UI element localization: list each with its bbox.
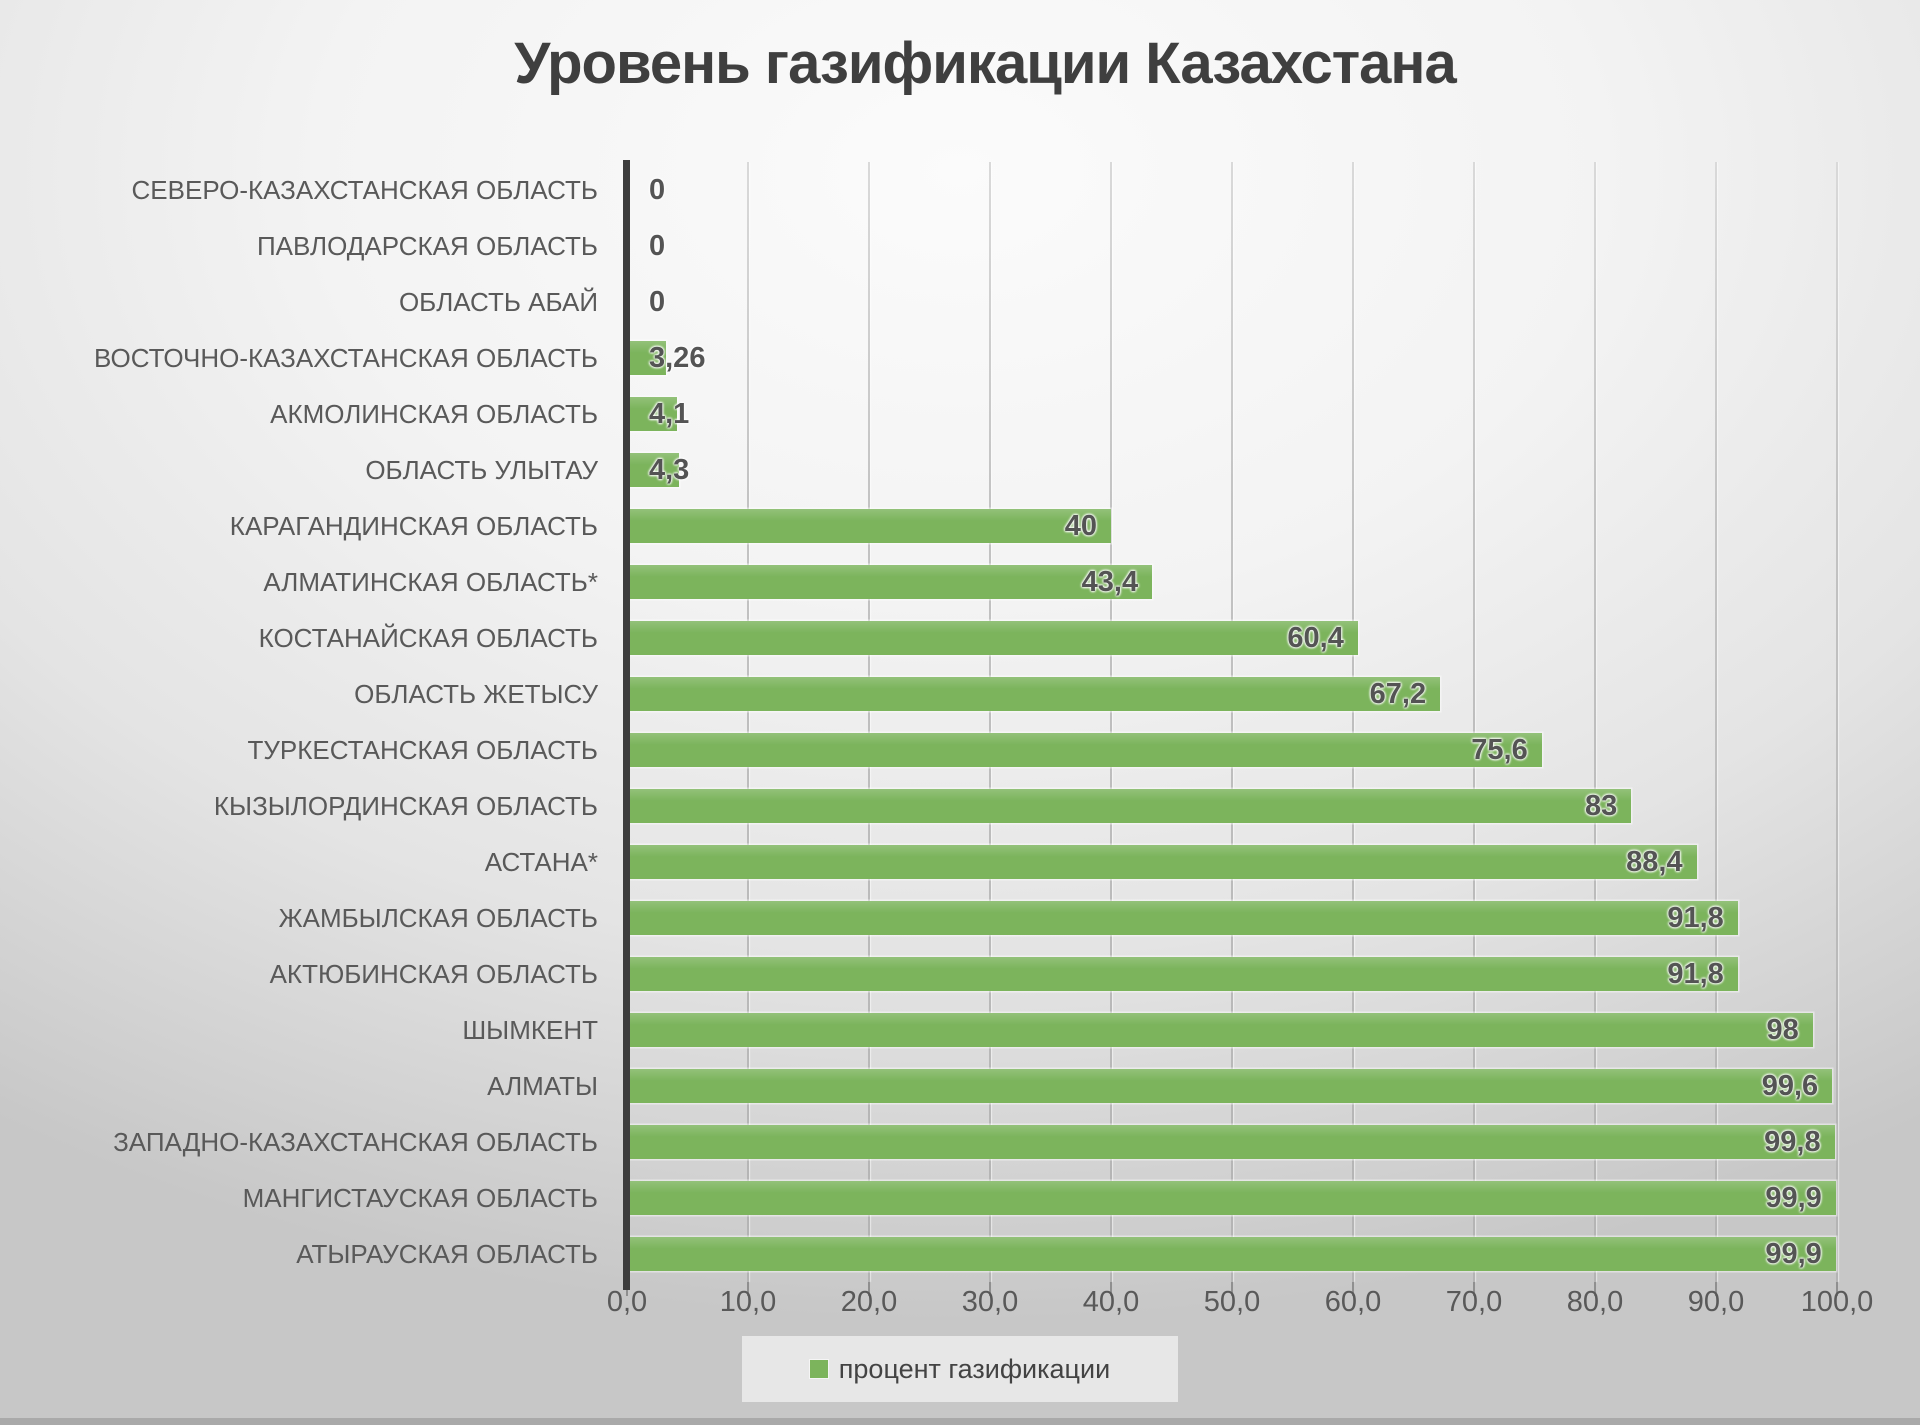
bar bbox=[627, 677, 1441, 711]
category-label: ЖАМБЫЛСКАЯ ОБЛАСТЬ bbox=[278, 903, 598, 933]
bar-value-label: 0 bbox=[649, 286, 666, 318]
gridline bbox=[868, 162, 870, 1282]
gridline bbox=[1110, 162, 1112, 1282]
bar-value-label: 43,4 bbox=[1081, 566, 1139, 598]
category-label: АЛМАТЫ bbox=[487, 1071, 598, 1101]
axis-tick-mark bbox=[868, 1282, 870, 1296]
category-label: АСТАНА* bbox=[484, 847, 598, 877]
bar bbox=[627, 1069, 1833, 1103]
axis-tick-mark bbox=[1110, 1282, 1112, 1296]
category-axis-line bbox=[623, 160, 630, 1290]
bar bbox=[627, 397, 677, 431]
bar bbox=[627, 789, 1632, 823]
category-label: ПАВЛОДАРСКАЯ ОБЛАСТЬ bbox=[256, 231, 598, 261]
bar-value-label: 91,8 bbox=[1667, 902, 1724, 934]
category-label: КАРАГАНДИНСКАЯ ОБЛАСТЬ bbox=[229, 511, 598, 541]
slide-bottom-border bbox=[0, 1418, 1920, 1425]
x-axis-tick-label: 50,0 bbox=[1203, 1286, 1261, 1318]
gridline bbox=[989, 162, 991, 1282]
bar bbox=[627, 1237, 1836, 1271]
bar-value-label: 99,9 bbox=[1765, 1182, 1822, 1214]
category-axis: СЕВЕРО-КАЗАХСТАНСКАЯ ОБЛАСТЬ ПАВЛОДАРСКАЯ… bbox=[0, 162, 598, 1282]
gridline bbox=[1594, 162, 1596, 1282]
x-axis-tick-label: 80,0 bbox=[1566, 1286, 1624, 1318]
bar bbox=[627, 453, 680, 487]
category-label: ОБЛАСТЬ АБАЙ bbox=[398, 287, 598, 317]
category-label: АЛМАТИНСКАЯ ОБЛАСТЬ* bbox=[263, 567, 598, 597]
axis-tick-mark bbox=[1594, 1282, 1596, 1296]
axis-tick-mark bbox=[1836, 1282, 1838, 1296]
bar-value-label: 75,6 bbox=[1471, 734, 1528, 766]
x-axis-tick-label: 60,0 bbox=[1324, 1286, 1382, 1318]
bar-value-label: 99,8 bbox=[1764, 1126, 1821, 1158]
gridline bbox=[1231, 162, 1233, 1282]
axis-tick-mark bbox=[989, 1282, 991, 1296]
axis-tick-mark bbox=[1473, 1282, 1475, 1296]
bar-value-label: 0 bbox=[649, 174, 666, 206]
plot-area: 0 0 0 3,26 4,1 4,3 40 43,4 60,4 67,2 75,6 83 88,4 91,… bbox=[626, 162, 1838, 1296]
bar-value-label: 67,2 bbox=[1369, 678, 1427, 710]
bar bbox=[627, 1013, 1813, 1047]
gridline bbox=[1473, 162, 1475, 1282]
x-axis-tick-label: 10,0 bbox=[719, 1286, 777, 1318]
bar-value-label: 60,4 bbox=[1287, 622, 1344, 654]
category-label: ШЫМКЕНТ bbox=[462, 1015, 598, 1045]
legend-marker-icon bbox=[809, 1360, 828, 1378]
bar bbox=[627, 957, 1738, 991]
category-label: ВОСТОЧНО-КАЗАХСТАНСКАЯ ОБЛАСТЬ bbox=[94, 343, 598, 373]
category-label: АТЫРАУСКАЯ ОБЛАСТЬ bbox=[296, 1239, 598, 1269]
bar bbox=[627, 845, 1697, 879]
bar bbox=[627, 901, 1738, 935]
x-axis-tick-label: 0,0 bbox=[606, 1286, 648, 1318]
chart-title: Уровень газификации Казахстана bbox=[514, 31, 1456, 96]
gridline bbox=[747, 162, 749, 1282]
x-axis-tick-label: 90,0 bbox=[1687, 1286, 1745, 1318]
category-label: ОБЛАСТЬ УЛЫТАУ bbox=[365, 455, 598, 485]
x-axis-tick-label: 100,0 bbox=[1800, 1286, 1874, 1318]
bar-value-label: 99,9 bbox=[1765, 1238, 1822, 1270]
bar-value-label: 88,4 bbox=[1626, 846, 1683, 878]
category-label: ЗАПАДНО-КАЗАХСТАНСКАЯ ОБЛАСТЬ bbox=[113, 1127, 598, 1157]
category-label: ОБЛАСТЬ ЖЕТЫСУ bbox=[354, 679, 598, 709]
bar bbox=[627, 1125, 1835, 1159]
bar-value-label: 98 bbox=[1766, 1014, 1799, 1046]
legend-label: процент газификации bbox=[838, 1353, 1111, 1384]
category-label: АКТЮБИНСКАЯ ОБЛАСТЬ bbox=[269, 959, 598, 989]
bar bbox=[627, 733, 1542, 767]
x-axis-tick-label: 40,0 bbox=[1082, 1286, 1140, 1318]
bar-value-label: 40 bbox=[1064, 510, 1097, 542]
x-axis-tick-label: 30,0 bbox=[961, 1286, 1019, 1318]
axis-tick-mark bbox=[1231, 1282, 1233, 1296]
category-label: МАНГИСТАУСКАЯ ОБЛАСТЬ bbox=[242, 1183, 598, 1213]
legend: процент газификации bbox=[742, 1336, 1178, 1402]
category-label: ТУРКЕСТАНСКАЯ ОБЛАСТЬ bbox=[247, 735, 598, 765]
axis-tick-mark bbox=[747, 1282, 749, 1296]
bar bbox=[627, 565, 1153, 599]
bar-value-label: 3,26 bbox=[649, 342, 706, 374]
value-axis: 0,0 10,0 20,0 30,0 40,0 50,0 60,0 70,0 80,0 90,0 1… bbox=[607, 1286, 1873, 1326]
axis-tick-mark bbox=[1715, 1282, 1717, 1296]
bar bbox=[627, 341, 667, 375]
x-axis-tick-label: 20,0 bbox=[840, 1286, 898, 1318]
axis-tick-mark bbox=[1352, 1282, 1354, 1296]
x-axis-tick-label: 70,0 bbox=[1445, 1286, 1503, 1318]
bar-value-label: 4,3 bbox=[649, 454, 690, 486]
bar bbox=[627, 621, 1358, 655]
bar bbox=[627, 1181, 1836, 1215]
bar-value-label: 83 bbox=[1585, 790, 1618, 822]
bar bbox=[627, 509, 1111, 543]
bar-value-label: 4,1 bbox=[649, 398, 690, 430]
bar-value-label: 99,6 bbox=[1761, 1070, 1819, 1102]
category-label: АКМОЛИНСКАЯ ОБЛАСТЬ bbox=[270, 399, 598, 429]
category-label: КЫЗЫЛОРДИНСКАЯ ОБЛАСТЬ bbox=[213, 791, 598, 821]
gridline bbox=[1715, 162, 1717, 1282]
gridline bbox=[1836, 162, 1838, 1282]
category-label: КОСТАНАЙСКАЯ ОБЛАСТЬ bbox=[258, 623, 598, 653]
gridline bbox=[1352, 162, 1354, 1282]
bar-value-label: 91,8 bbox=[1667, 958, 1724, 990]
bar-value-label: 0 bbox=[649, 230, 666, 262]
category-label: СЕВЕРО-КАЗАХСТАНСКАЯ ОБЛАСТЬ bbox=[131, 175, 598, 205]
